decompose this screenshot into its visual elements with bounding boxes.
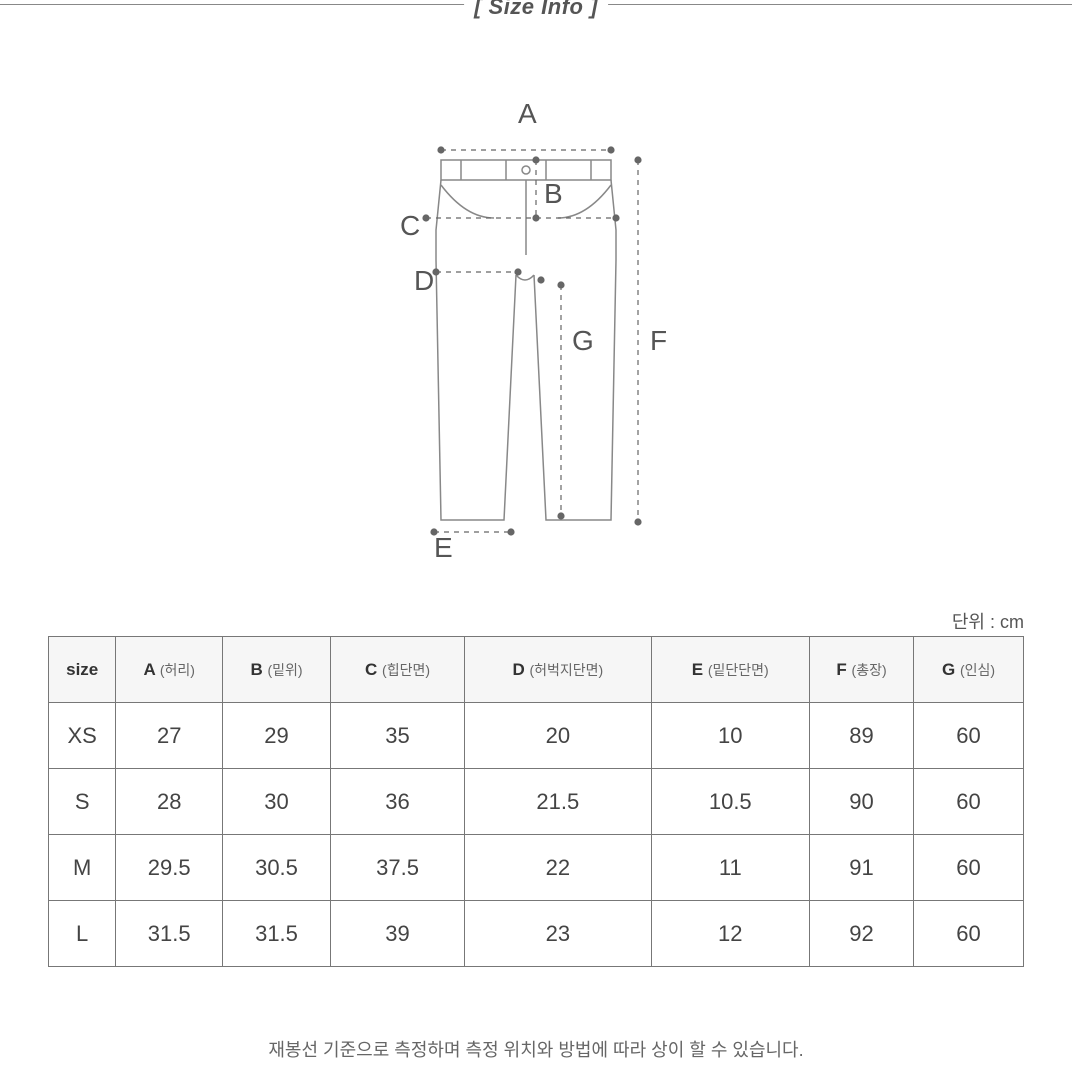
table-cell: 30 — [223, 769, 331, 835]
table-cell: S — [49, 769, 116, 835]
diagram-label-d: D — [414, 265, 434, 297]
pants-svg — [386, 100, 686, 580]
table-cell: 21.5 — [465, 769, 651, 835]
table-cell: 60 — [914, 703, 1024, 769]
table-cell: 11 — [651, 835, 809, 901]
table-cell: 60 — [914, 835, 1024, 901]
diagram-label-b: B — [544, 178, 563, 210]
table-cell: 31.5 — [116, 901, 223, 967]
table-cell: 27 — [116, 703, 223, 769]
table-cell: M — [49, 835, 116, 901]
diagram-label-c: C — [400, 210, 420, 242]
pants-diagram: A B C D E F G — [386, 100, 686, 580]
size-table: sizeA (허리)B (밑위)C (힙단면)D (허벅지단면)E (밑단단면)… — [48, 636, 1024, 967]
table-header-cell: G (인심) — [914, 637, 1024, 703]
table-cell: 35 — [330, 703, 464, 769]
table-cell: 60 — [914, 901, 1024, 967]
table-cell: 89 — [809, 703, 913, 769]
table-cell: 37.5 — [330, 835, 464, 901]
table-cell: 90 — [809, 769, 913, 835]
table-cell: XS — [49, 703, 116, 769]
measurement-footnote: 재봉선 기준으로 측정하며 측정 위치와 방법에 따라 상이 할 수 있습니다. — [0, 1036, 1072, 1062]
table-cell: 23 — [465, 901, 651, 967]
table-header-cell: B (밑위) — [223, 637, 331, 703]
table-cell: 31.5 — [223, 901, 331, 967]
table-header-cell: size — [49, 637, 116, 703]
table-header-cell: D (허벅지단면) — [465, 637, 651, 703]
diagram-label-g: G — [572, 325, 594, 357]
table-cell: 91 — [809, 835, 913, 901]
table-row: XS27293520108960 — [49, 703, 1024, 769]
table-cell: 39 — [330, 901, 464, 967]
diagram-label-a: A — [518, 98, 537, 130]
table-cell: 22 — [465, 835, 651, 901]
table-row: S28303621.510.59060 — [49, 769, 1024, 835]
table-cell: 29 — [223, 703, 331, 769]
table-row: M29.530.537.522119160 — [49, 835, 1024, 901]
table-cell: 92 — [809, 901, 913, 967]
diagram-label-e: E — [434, 532, 453, 564]
table-header-row: sizeA (허리)B (밑위)C (힙단면)D (허벅지단면)E (밑단단면)… — [49, 637, 1024, 703]
section-title: [ Size Info ] — [464, 0, 608, 20]
table-cell: 30.5 — [223, 835, 331, 901]
table-cell: 20 — [465, 703, 651, 769]
unit-label: 단위 : cm — [952, 608, 1024, 634]
table-cell: 28 — [116, 769, 223, 835]
diagram-label-f: F — [650, 325, 667, 357]
table-cell: 10.5 — [651, 769, 809, 835]
table-row: L31.531.53923129260 — [49, 901, 1024, 967]
table-header-cell: E (밑단단면) — [651, 637, 809, 703]
table-cell: 36 — [330, 769, 464, 835]
table-cell: 12 — [651, 901, 809, 967]
table-header-cell: C (힙단면) — [330, 637, 464, 703]
table-header-cell: F (총장) — [809, 637, 913, 703]
table-cell: L — [49, 901, 116, 967]
table-header-cell: A (허리) — [116, 637, 223, 703]
table-cell: 10 — [651, 703, 809, 769]
table-cell: 60 — [914, 769, 1024, 835]
table-cell: 29.5 — [116, 835, 223, 901]
